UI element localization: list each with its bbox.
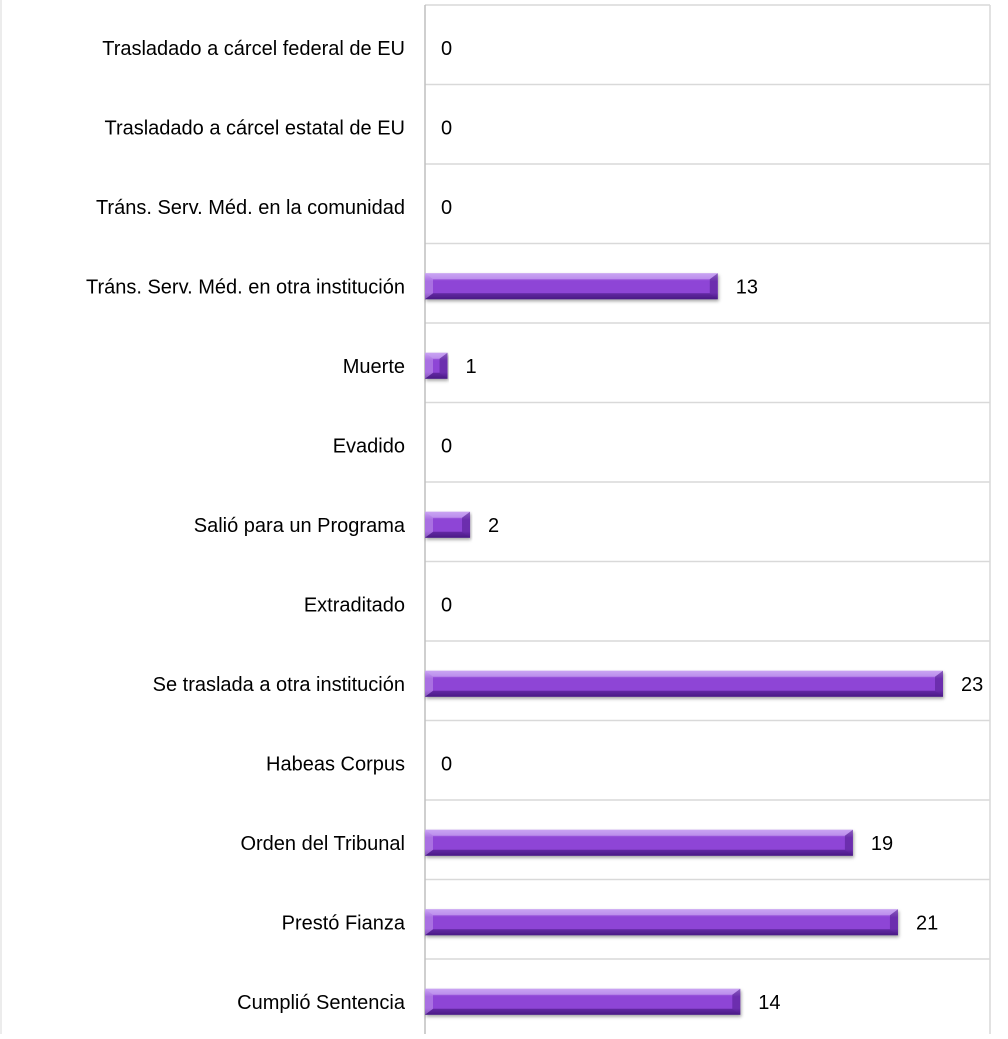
bar-bevel-left — [425, 909, 433, 936]
bar-bevel-bottom — [425, 690, 943, 697]
bar-bevel-top — [425, 829, 853, 836]
bar-bevel-right — [844, 829, 853, 856]
category-label: Tráns. Serv. Méd. en otra institución — [86, 276, 405, 298]
bar-bevel-bottom — [425, 849, 853, 856]
category-label: Trasladado a cárcel federal de EU — [102, 38, 405, 60]
data-label: 14 — [758, 992, 780, 1014]
bar — [425, 670, 943, 697]
category-label: Evadido — [333, 435, 405, 457]
category-label: Prestó Fianza — [282, 912, 406, 934]
bar-bevel-right — [732, 988, 741, 1015]
category-label: Tráns. Serv. Méd. en la comunidad — [96, 197, 405, 219]
category-label: Orden del Tribunal — [240, 833, 405, 855]
data-label: 0 — [441, 197, 452, 219]
category-label: Habeas Corpus — [266, 753, 405, 775]
bar-bevel-top — [425, 670, 943, 677]
data-label: 0 — [441, 38, 452, 60]
category-label: Trasladado a cárcel estatal de EU — [104, 117, 405, 139]
bar-bevel-top — [425, 352, 448, 359]
bar-bevel-left — [425, 670, 433, 697]
bar-bevel-left — [425, 988, 433, 1015]
data-label: 0 — [441, 753, 452, 775]
bar-bevel-right — [439, 352, 448, 379]
data-label: 23 — [961, 674, 983, 696]
category-label: Extraditado — [304, 594, 405, 616]
category-label: Muerte — [343, 356, 405, 378]
data-label: 0 — [441, 435, 452, 457]
bar-bevel-right — [935, 670, 943, 697]
bar — [425, 273, 718, 300]
bar-bevel-bottom — [425, 531, 471, 538]
bar — [425, 909, 898, 936]
bars — [425, 273, 943, 1015]
bar — [425, 829, 853, 856]
bar-bevel-left — [425, 273, 433, 300]
data-label: 21 — [916, 912, 938, 934]
bar-bevel-bottom — [425, 293, 718, 300]
bar-bevel-bottom — [425, 1008, 741, 1015]
bar-bevel-bottom — [425, 372, 448, 379]
bar-bevel-right — [889, 909, 898, 936]
data-label: 1 — [466, 356, 477, 378]
bar-bevel-right — [462, 511, 471, 538]
bar-bevel-top — [425, 273, 718, 280]
bar-bevel-top — [425, 511, 471, 518]
bar-bevel-top — [425, 909, 898, 916]
bar — [425, 511, 471, 538]
bar-bevel-bottom — [425, 929, 898, 936]
bar-bevel-left — [425, 829, 433, 856]
data-label: 2 — [488, 515, 499, 537]
category-label: Cumplió Sentencia — [237, 992, 406, 1014]
data-labels: 0 0 0 13 1 0 2 0 23 0 19 21 14 — [441, 38, 983, 1014]
data-label: 19 — [871, 833, 893, 855]
bar-bevel-right — [709, 273, 718, 300]
bar-bevel-left — [425, 352, 433, 379]
data-label: 0 — [441, 117, 452, 139]
category-label: Salió para un Programa — [194, 515, 406, 537]
data-label: 13 — [736, 276, 758, 298]
bar — [425, 988, 741, 1015]
bar-bevel-left — [425, 511, 433, 538]
category-labels: Trasladado a cárcel federal de EU Traslad… — [86, 38, 406, 1014]
bar-bevel-top — [425, 988, 741, 995]
data-label: 0 — [441, 594, 452, 616]
bar — [425, 352, 448, 379]
category-label: Se traslada a otra institución — [153, 674, 405, 696]
